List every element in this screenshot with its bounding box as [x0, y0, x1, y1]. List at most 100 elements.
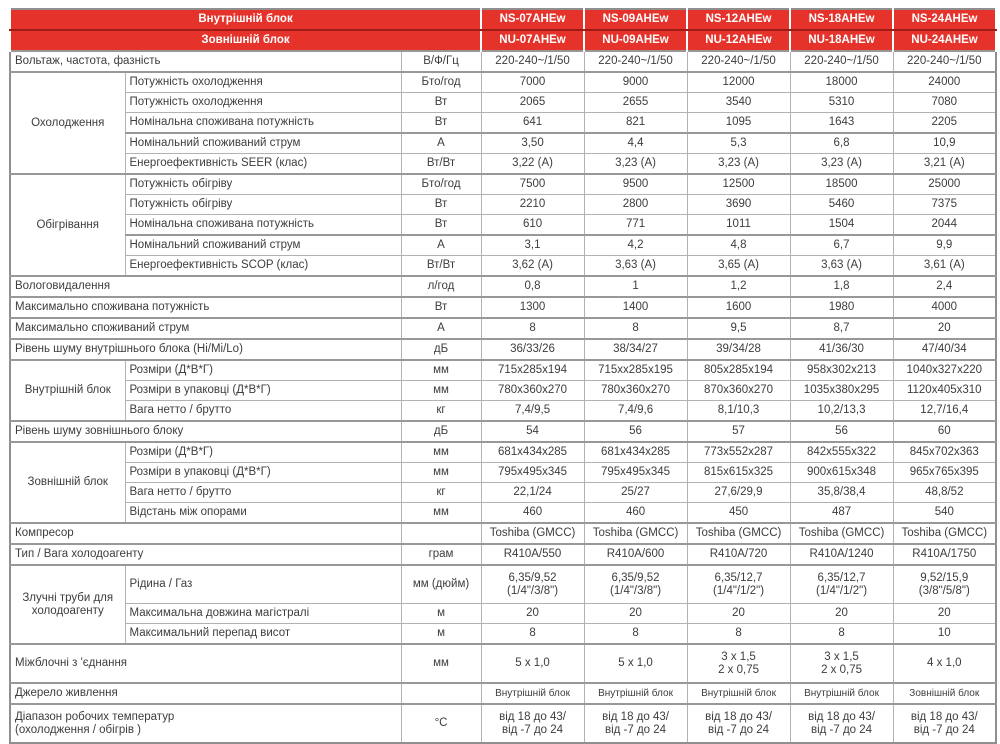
- value-cell: 1011: [686, 214, 791, 236]
- spec-label-cell: Потужність обігріву: [124, 194, 402, 215]
- value-cell: 450: [686, 502, 791, 524]
- value-cell: Toshiba (GMCC): [480, 522, 585, 545]
- value-cell: 8: [480, 317, 585, 340]
- unit-cell: дБ: [400, 420, 482, 443]
- value-cell: 8: [686, 623, 791, 645]
- unit-cell: мм: [400, 359, 482, 381]
- value-cell: від 18 до 43/ від -7 до 24: [789, 703, 894, 744]
- value-cell: 8: [789, 623, 894, 645]
- value-cell: 7000: [480, 71, 585, 93]
- outdoor-model-header-cell: NU-07AHEw: [480, 29, 586, 52]
- value-cell: 9000: [583, 71, 688, 93]
- value-cell: R410A/1240: [789, 543, 894, 566]
- value-cell: 3,23 (A): [686, 153, 791, 175]
- value-cell: 2800: [583, 194, 688, 215]
- unit-cell: мм: [400, 502, 482, 524]
- value-cell: 1400: [583, 296, 688, 319]
- value-cell: 57: [686, 420, 791, 443]
- table-row: Зовнішній блок Розміри (Д*В*Г) мм 681x434x2…: [9, 441, 997, 524]
- value-cell: 39/34/28: [686, 338, 791, 361]
- table-row: Потужність охолодження Вт 2065 2655 3540 5310…: [10, 92, 997, 113]
- spec-label-cell: Номінальна споживана потужність: [124, 112, 402, 134]
- value-cell: 56: [789, 420, 894, 443]
- outdoor-model-header-cell: NU-12AHEw: [686, 29, 792, 52]
- value-cell: 3,50: [480, 132, 585, 154]
- value-cell: 7,4/9,6: [583, 400, 688, 422]
- spec-label-cell: Розміри в упаковці (Д*В*Г): [124, 462, 402, 483]
- spec-label-cell: Розміри (Д*В*Г): [124, 359, 402, 381]
- spec-label-cell: Розміри в упаковці (Д*В*Г): [124, 380, 402, 401]
- unit-cell: Вт: [400, 112, 482, 134]
- spec-label-cell: Міжблочні з 'єднання: [9, 643, 402, 684]
- value-cell: 1643: [789, 112, 894, 134]
- value-cell: 22,1/24: [480, 482, 585, 503]
- value-cell: 220-240~/1/50: [892, 50, 997, 73]
- table-row: Охолодження Потужність охолодження Бто/год…: [9, 71, 997, 175]
- value-cell: 3,65 (A): [686, 255, 791, 277]
- spec-label-cell: Номінальний споживаний струм: [124, 132, 402, 154]
- value-cell: 8,1/10,3: [686, 400, 791, 422]
- value-cell: 6,35/9,52 (1/4"/3/8"): [583, 564, 688, 604]
- unit-cell: Вт: [400, 214, 482, 236]
- value-cell: 1120x405x310: [892, 380, 997, 401]
- table-row: Енергоефективність SEER (клас) Вт/Вт 3,22 …: [10, 153, 997, 175]
- table-row: Вага нетто / брутто кг 7,4/9,5 7,4/9,6 8,1/1…: [10, 400, 997, 422]
- table-row: Вага нетто / брутто кг 22,1/24 25/27 27,6/29…: [10, 482, 997, 503]
- value-cell: 9,52/15,9 (3/8"/5/8"): [892, 564, 997, 604]
- value-cell: 12,7/16,4: [892, 400, 997, 422]
- category-cell: Обігрівання: [9, 173, 126, 277]
- unit-cell: м: [400, 623, 482, 645]
- value-cell: 8,7: [789, 317, 894, 340]
- value-cell: 5 x 1,0: [480, 643, 585, 684]
- table-row: Розміри в упаковці (Д*В*Г) мм 795x495x345 7…: [10, 462, 997, 483]
- value-cell: 3690: [686, 194, 791, 215]
- unit-cell: А: [400, 234, 482, 256]
- spec-label-cell: Вага нетто / брутто: [124, 400, 402, 422]
- value-cell: 3,63 (A): [583, 255, 688, 277]
- unit-cell: Бто/год: [400, 71, 482, 93]
- unit-cell: Бто/год: [400, 173, 482, 195]
- indoor-model-header-cell: NS-09AHEw: [583, 8, 689, 31]
- category-cell: Внутрішній блок: [9, 359, 126, 422]
- value-cell: 54: [480, 420, 585, 443]
- value-cell: 38/34/27: [583, 338, 688, 361]
- value-cell: 5,3: [686, 132, 791, 154]
- value-cell: 6,7: [789, 234, 894, 256]
- value-cell: 1,8: [789, 275, 894, 298]
- table-row: Діапазон робочих температур (охолодження…: [9, 703, 997, 744]
- value-cell: 3,61 (A): [892, 255, 997, 277]
- value-cell: 4,8: [686, 234, 791, 256]
- indoor-model-header-cell: NS-12AHEw: [686, 8, 792, 31]
- unit-cell: мм (дюйм): [400, 564, 482, 604]
- value-cell: 900x615x348: [789, 462, 894, 483]
- spec-label-cell: Діапазон робочих температур (охолодження…: [9, 703, 402, 744]
- value-cell: 9,5: [686, 317, 791, 340]
- value-cell: 20: [480, 603, 585, 624]
- unit-cell: мм: [400, 462, 482, 483]
- header-row-outdoor: Зовнішній блок NU-07AHEw NU-09AHEw NU-12AH…: [8, 29, 998, 52]
- value-cell: 780x360x270: [583, 380, 688, 401]
- value-cell: 715xx285x195: [583, 359, 688, 381]
- value-cell: 1504: [789, 214, 894, 236]
- unit-cell: А: [400, 317, 482, 340]
- value-cell: 2210: [480, 194, 585, 215]
- value-cell: 41/36/30: [789, 338, 894, 361]
- spec-label-cell: Потужність охолодження: [124, 71, 402, 93]
- value-cell: 12000: [686, 71, 791, 93]
- value-cell: 815x615x325: [686, 462, 791, 483]
- outdoor-model-header-cell: NU-18AHEw: [789, 29, 895, 52]
- spec-label-cell: Потужність обігріву: [124, 173, 402, 195]
- unit-cell: м: [400, 603, 482, 624]
- value-cell: 3 x 1,5 2 x 0,75: [686, 643, 791, 684]
- value-cell: 641: [480, 112, 585, 134]
- value-cell: 25000: [892, 173, 997, 195]
- category-cell: Охолодження: [9, 71, 126, 175]
- outdoor-model-header-cell: NU-09AHEw: [583, 29, 689, 52]
- table-row: Енергоефективність SCOP (клас) Вт/Вт 3,62 …: [10, 255, 997, 277]
- value-cell: 20: [892, 603, 997, 624]
- value-cell: 7375: [892, 194, 997, 215]
- value-cell: 681x434x285: [583, 441, 688, 463]
- value-cell: 3,1: [480, 234, 585, 256]
- spec-label-cell: Тип / Вага холодоагенту: [9, 543, 402, 566]
- value-cell: 20: [892, 317, 997, 340]
